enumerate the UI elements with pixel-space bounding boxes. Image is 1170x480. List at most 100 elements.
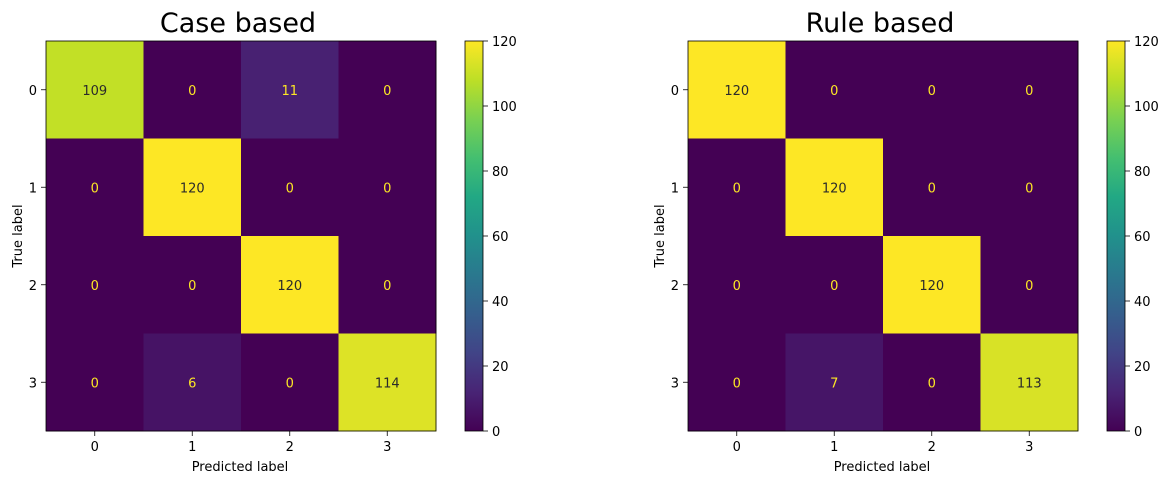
- heatmap-cell: [883, 333, 981, 432]
- colorbar-tick-label: 80: [1134, 165, 1151, 180]
- cell-value-label: 7: [830, 376, 838, 391]
- plot-frame: [45, 40, 437, 432]
- heatmap-cell: [980, 333, 1079, 432]
- colorbar-tick-label: 60: [492, 230, 509, 245]
- heatmap-cell: [143, 138, 242, 237]
- heatmap-cell: [883, 236, 981, 334]
- cell-value-label: 0: [1025, 181, 1033, 196]
- colorbar-tick-label: 0: [492, 425, 500, 440]
- cell-value-label: 113: [1017, 376, 1042, 391]
- cell-value-label: 0: [383, 279, 391, 294]
- y-tick-label: 0: [29, 84, 37, 99]
- heatmap-cell: [688, 333, 786, 432]
- colorbar-tick-label: 40: [492, 295, 509, 310]
- x-tick-label: 0: [91, 440, 99, 455]
- heatmap-cell: [46, 138, 144, 237]
- heatmap-cell: [46, 41, 144, 139]
- colorbar-gradient: [464, 40, 484, 432]
- y-tick-label: 1: [29, 181, 37, 196]
- axis-ticks: 0 1 2 3 0 1 2 3: [29, 84, 392, 455]
- cell-value-label: 0: [830, 84, 838, 99]
- heatmap-cell: [46, 236, 144, 334]
- colorbar-tick-label: 100: [1134, 100, 1159, 115]
- cell-value-label: 0: [733, 376, 741, 391]
- x-axis-label: Predicted label: [834, 460, 931, 475]
- heatmap-cell: [241, 333, 339, 432]
- cell-value-label: 120: [180, 181, 205, 196]
- colorbar-tick-label: 120: [1134, 35, 1159, 50]
- colorbar-tick-label: 100: [492, 100, 517, 115]
- heatmap-cell: [338, 138, 437, 237]
- y-axis-label: True label: [11, 204, 26, 268]
- y-axis-label: True label: [653, 204, 668, 268]
- cell-value-label: 109: [82, 84, 107, 99]
- heatmap-cell: [785, 41, 884, 139]
- cell-value-label: 0: [286, 376, 294, 391]
- heatmap-cell: [241, 138, 339, 237]
- plot-frame: [687, 40, 1079, 432]
- colorbar-tick-label: 20: [492, 360, 509, 375]
- heatmap-cell: [980, 236, 1079, 334]
- colorbar-gradient: [1106, 40, 1126, 432]
- heatmap-cell: [883, 41, 981, 139]
- heatmap-cell: [143, 333, 242, 432]
- heatmap-cells: 109 0 11 0 0 120 0 0 0 0 120 0 0 6 0 114: [45, 40, 437, 432]
- y-tick-label: 2: [671, 279, 679, 294]
- colorbar-tick-label: 20: [1134, 360, 1151, 375]
- y-tick-label: 0: [671, 84, 679, 99]
- y-tick-label: 2: [29, 279, 37, 294]
- cell-value-label: 0: [830, 279, 838, 294]
- heatmap-cell: [688, 41, 786, 139]
- cell-value-label: 0: [286, 181, 294, 196]
- x-tick-label: 3: [383, 440, 391, 455]
- chart-title: Case based: [160, 8, 316, 39]
- cell-value-label: 114: [375, 376, 400, 391]
- heatmap-cell: [688, 138, 786, 237]
- chart-title: Rule based: [806, 8, 955, 39]
- heatmap-cell: [338, 333, 437, 432]
- heatmap-cell: [980, 138, 1079, 237]
- cell-value-label: 0: [188, 84, 196, 99]
- cell-value-label: 0: [91, 181, 99, 196]
- x-tick-label: 3: [1025, 440, 1033, 455]
- cell-value-label: 0: [928, 376, 936, 391]
- cell-value-label: 0: [188, 279, 196, 294]
- cell-value-label: 6: [188, 376, 196, 391]
- cell-value-label: 0: [383, 84, 391, 99]
- colorbar: 0 20 40 60 80 100 120: [464, 35, 517, 440]
- cell-value-label: 0: [928, 84, 936, 99]
- x-tick-label: 1: [830, 440, 838, 455]
- heatmap-cells: 120 0 0 0 0 120 0 0 0 0 120 0 0 7 0 113: [687, 40, 1079, 432]
- heatmap-cell: [980, 41, 1079, 139]
- heatmap-cell: [785, 333, 884, 432]
- cell-value-label: 0: [91, 279, 99, 294]
- heatmap-cell: [241, 41, 339, 139]
- cell-value-label: 120: [724, 84, 749, 99]
- x-tick-label: 2: [286, 440, 294, 455]
- cell-value-label: 0: [733, 181, 741, 196]
- cell-value-label: 120: [822, 181, 847, 196]
- cell-value-label: 120: [277, 279, 302, 294]
- axis-ticks: 0 1 2 3 0 1 2 3: [671, 84, 1034, 455]
- colorbar-tick-label: 80: [492, 165, 509, 180]
- heatmap-cell: [883, 138, 981, 237]
- heatmap-cell: [46, 333, 144, 432]
- heatmap-cell: [143, 236, 242, 334]
- x-tick-label: 0: [733, 440, 741, 455]
- heatmap-cell: [338, 41, 437, 139]
- colorbar-tick-label: 40: [1134, 295, 1151, 310]
- cell-value-label: 0: [91, 376, 99, 391]
- cell-value-label: 11: [281, 84, 298, 99]
- x-axis-label: Predicted label: [192, 460, 289, 475]
- cell-value-label: 0: [1025, 84, 1033, 99]
- y-tick-label: 3: [29, 376, 37, 391]
- colorbar-tick-label: 120: [492, 35, 517, 50]
- cell-value-label: 0: [928, 181, 936, 196]
- heatmap-cell: [143, 41, 242, 139]
- heatmap-cell: [338, 236, 437, 334]
- heatmap-cell: [785, 138, 884, 237]
- cell-value-label: 0: [383, 181, 391, 196]
- colorbar: 0 20 40 60 80 100 120: [1106, 35, 1159, 440]
